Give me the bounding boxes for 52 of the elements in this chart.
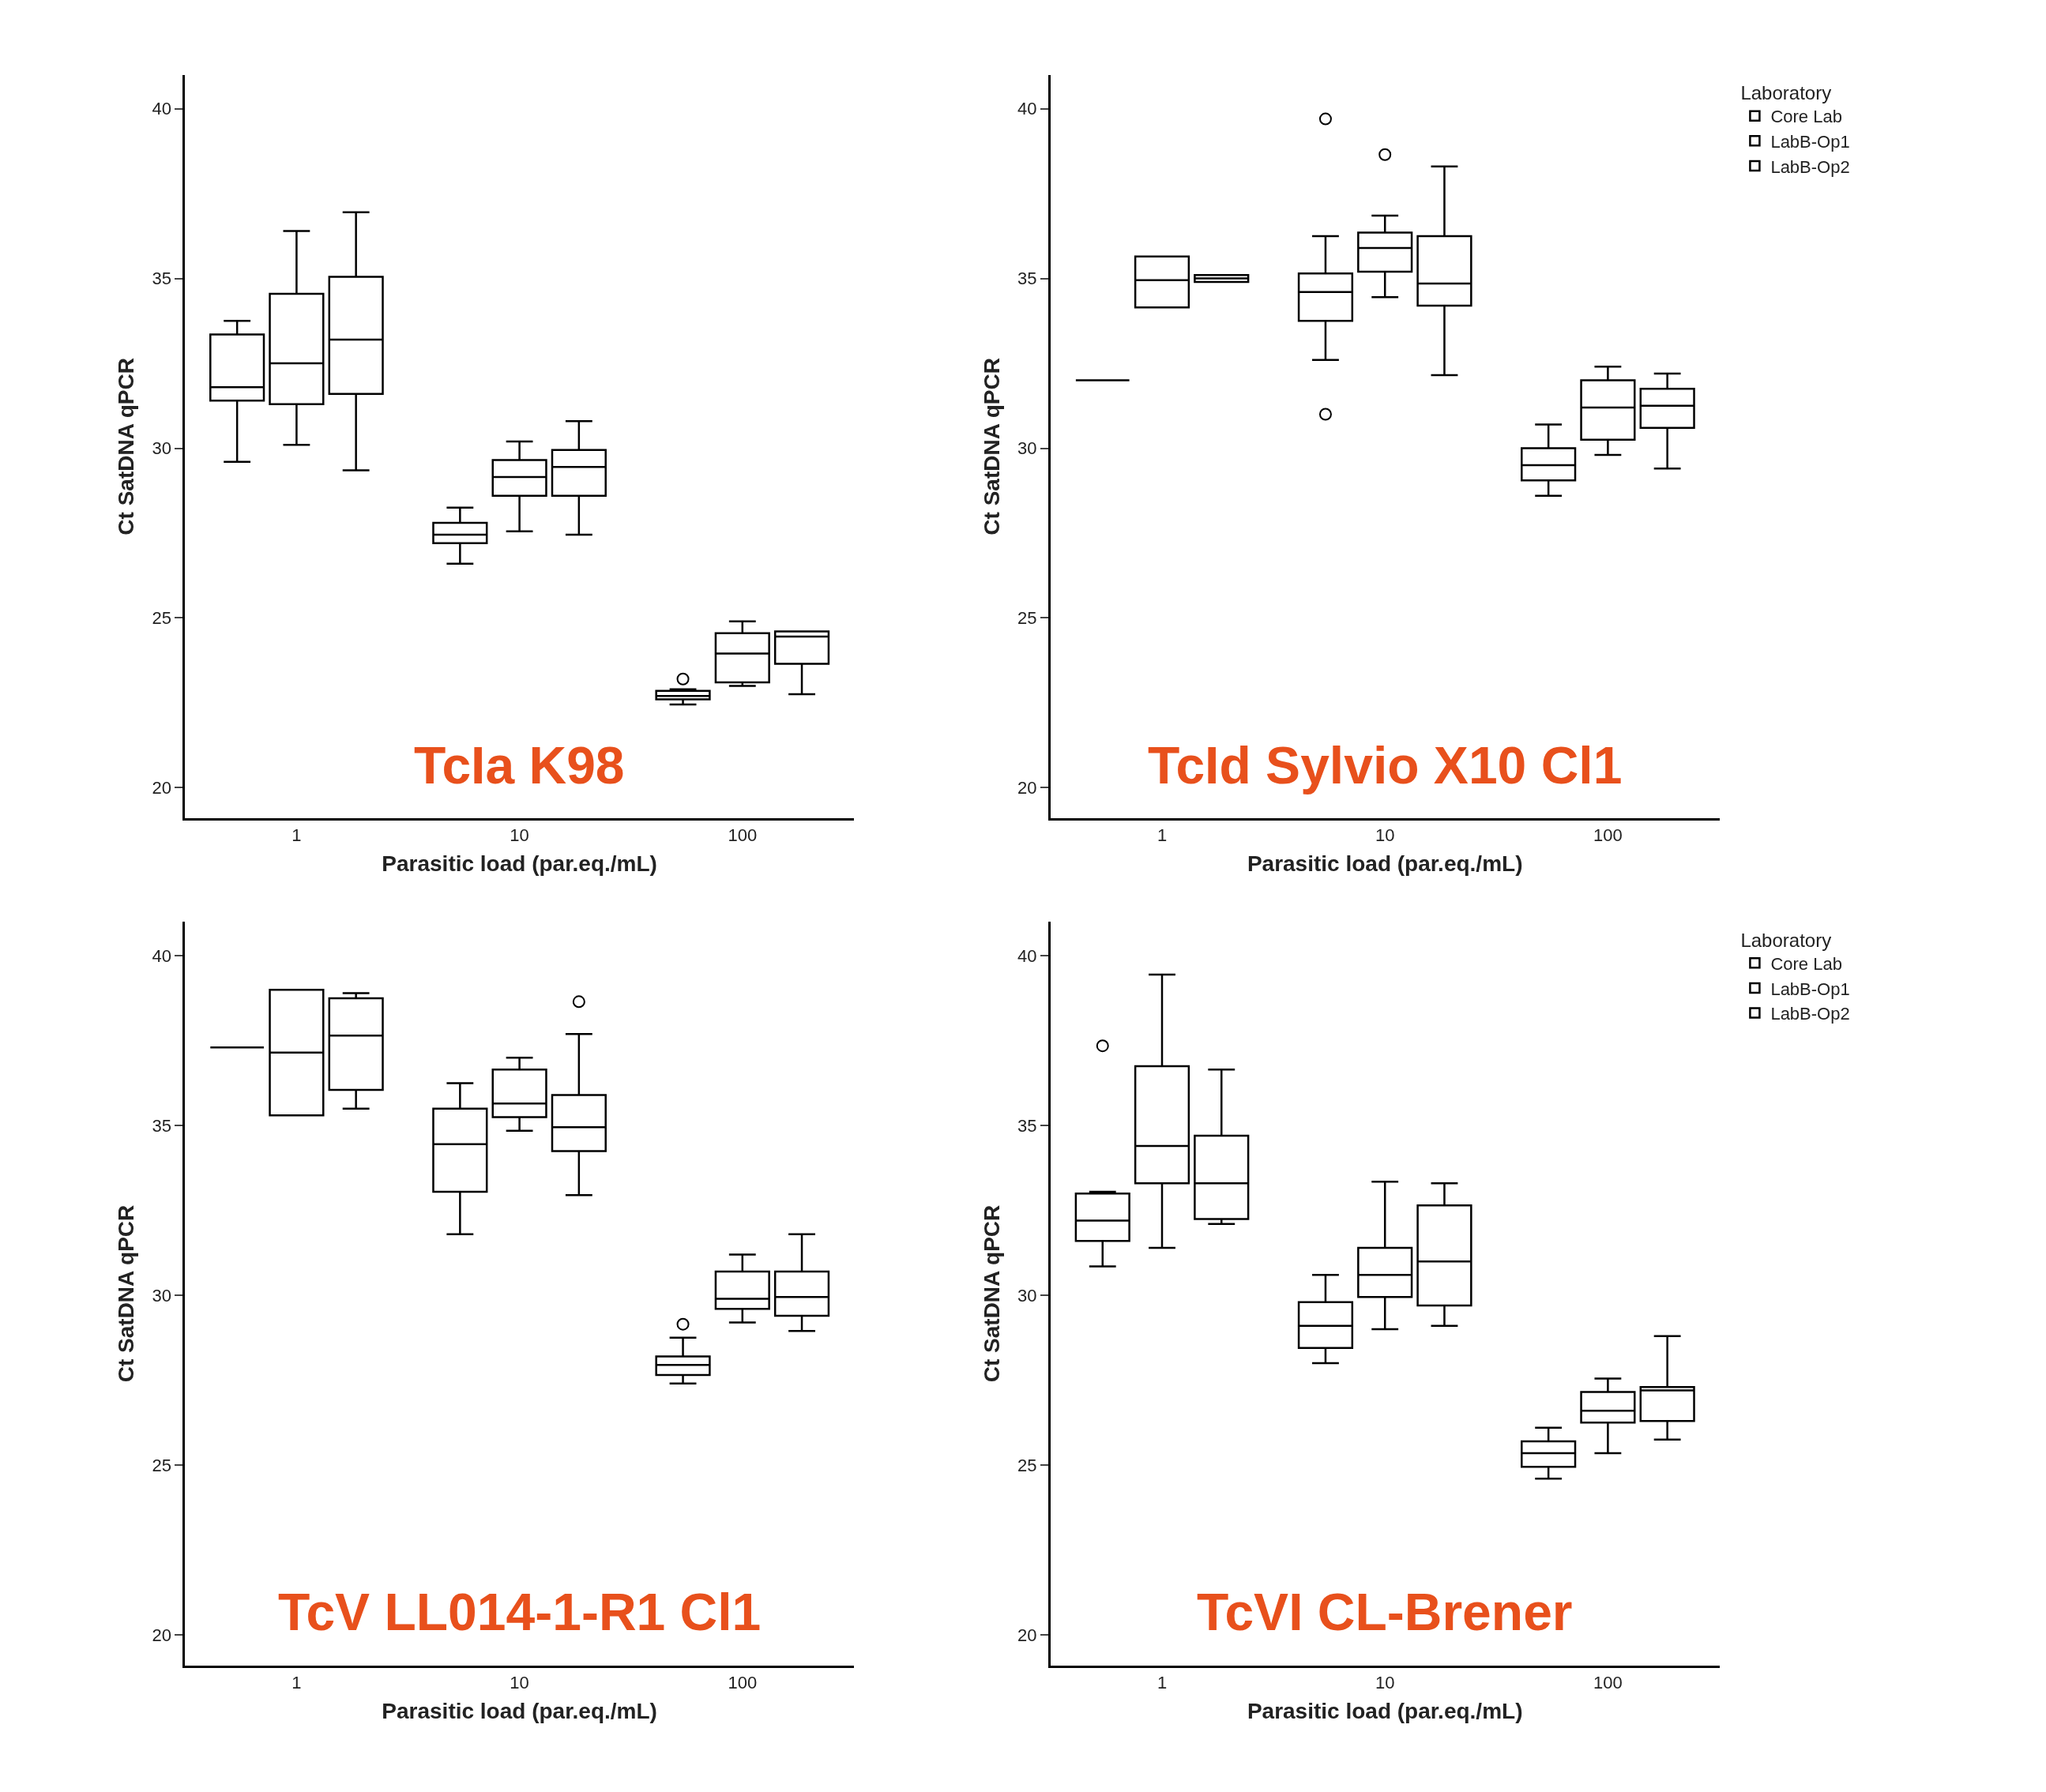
x-tick-label: 100 bbox=[728, 825, 758, 846]
legend-label: Core Lab bbox=[1770, 107, 1842, 127]
y-tick-label: 20 bbox=[1017, 778, 1037, 798]
y-tick-label: 35 bbox=[1017, 1115, 1037, 1136]
x-tick-label: 1 bbox=[291, 825, 302, 846]
y-tick-label: 30 bbox=[152, 1285, 171, 1305]
x-tick-label: 100 bbox=[728, 1673, 758, 1692]
y-tick-label: 30 bbox=[1017, 1285, 1037, 1305]
x-tick-label: 1 bbox=[1157, 1673, 1168, 1692]
y-axis-title: Ct SatDNA qPCR bbox=[979, 1204, 1004, 1383]
y-tick-label: 40 bbox=[152, 99, 171, 119]
x-tick-label: 100 bbox=[1593, 1673, 1623, 1692]
y-tick-label: 30 bbox=[1017, 438, 1037, 459]
y-axis-title: Ct SatDNA qPCR bbox=[114, 358, 139, 535]
x-tick-label: 10 bbox=[510, 1673, 529, 1692]
x-tick-label: 1 bbox=[291, 1673, 302, 1692]
text: TcIa K98 bbox=[414, 736, 625, 795]
y-tick-label: 25 bbox=[152, 608, 171, 629]
y-axis-title: Ct SatDNA qPCR bbox=[979, 358, 1004, 535]
text: TcVI CL-Brener bbox=[1197, 1583, 1573, 1641]
y-tick-label: 25 bbox=[152, 1455, 171, 1475]
y-tick-label: 40 bbox=[152, 946, 171, 967]
x-tick-label: 10 bbox=[1375, 825, 1395, 846]
y-tick-label: 30 bbox=[152, 438, 171, 459]
x-axis-title: Parasitic load (par.eq./mL) bbox=[1247, 851, 1523, 877]
text: TcV LL014-1-R1 Cl1 bbox=[278, 1583, 762, 1641]
legend-label: LabB-Op1 bbox=[1770, 979, 1850, 999]
y-tick-label: 35 bbox=[152, 269, 171, 289]
y-tick-label: 20 bbox=[152, 778, 171, 798]
x-tick-label: 10 bbox=[1375, 1673, 1395, 1692]
legend-label: Core Lab bbox=[1770, 953, 1842, 974]
x-tick-label: 100 bbox=[1593, 825, 1623, 846]
legend-label: LabB-Op2 bbox=[1770, 1004, 1850, 1024]
legend-title: Laboratory bbox=[1740, 81, 1832, 103]
y-tick-label: 35 bbox=[152, 1115, 171, 1136]
y-axis-title: Ct SatDNA qPCR bbox=[114, 1204, 139, 1383]
y-tick-label: 25 bbox=[1017, 1455, 1037, 1475]
y-tick-label: 20 bbox=[1017, 1625, 1037, 1645]
y-tick-label: 35 bbox=[1017, 269, 1037, 289]
legend-label: LabB-Op2 bbox=[1770, 156, 1850, 177]
x-axis-title: Parasitic load (par.eq./mL) bbox=[382, 851, 657, 877]
y-tick-label: 20 bbox=[152, 1625, 171, 1645]
y-tick-label: 25 bbox=[1017, 608, 1037, 629]
x-tick-label: 10 bbox=[510, 825, 529, 846]
x-tick-label: 1 bbox=[1157, 825, 1168, 846]
legend-title: Laboratory bbox=[1740, 929, 1832, 951]
y-tick-label: 40 bbox=[1017, 99, 1037, 119]
legend-label: LabB-Op1 bbox=[1770, 131, 1850, 152]
x-axis-title: Parasitic load (par.eq./mL) bbox=[382, 1699, 657, 1724]
y-tick-label: 40 bbox=[1017, 946, 1037, 967]
text: TcId Sylvio X10 Cl1 bbox=[1148, 736, 1623, 795]
x-axis-title: Parasitic load (par.eq./mL) bbox=[1247, 1699, 1523, 1724]
